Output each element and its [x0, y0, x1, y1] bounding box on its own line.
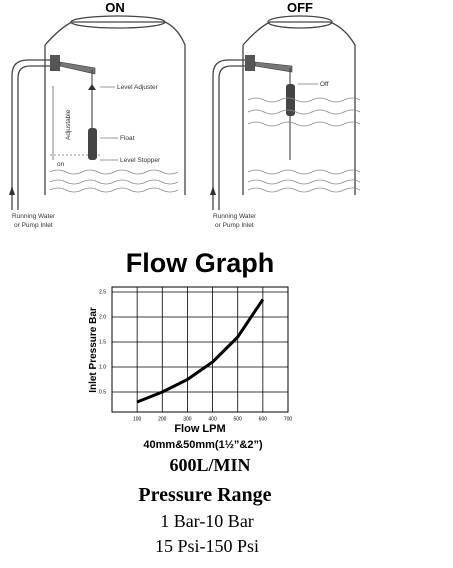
chart-title: Flow Graph: [126, 248, 275, 278]
inlet-label: or Pump Inlet: [215, 222, 254, 229]
inlet-label: Running Water: [213, 213, 257, 220]
label: Level Stopper: [120, 157, 161, 164]
y-tick-label: 2.0: [99, 314, 106, 320]
flow-rate: 600L/MIN: [170, 455, 251, 475]
label: on: [57, 161, 65, 168]
size: 40mm&50mm(1½”&2”): [143, 439, 263, 451]
pressure-title: Pressure Range: [138, 484, 271, 506]
bar-range: 1 Bar-10 Bar: [160, 511, 254, 531]
x-tick-label: 400: [208, 416, 217, 422]
inlet-label: Running Water: [12, 213, 56, 220]
psi-range: 15 Psi-150 Psi: [155, 536, 259, 556]
y-tick-label: 0.5: [99, 389, 106, 395]
label: Off: [320, 81, 329, 88]
x-tick-label: 100: [133, 416, 142, 422]
y-tick-label: 2.5: [99, 289, 106, 295]
label: Float: [120, 135, 135, 142]
label: Level Adjuster: [117, 84, 159, 91]
x-tick-label: 600: [259, 416, 268, 422]
plot-frame: [111, 286, 289, 413]
x-tick-label: 700: [284, 416, 293, 422]
flow-curve: [136, 298, 265, 404]
tank-off: [210, 15, 361, 210]
y-tick-label: 1.0: [99, 364, 106, 370]
on-title: ON: [105, 0, 125, 15]
label: Adjustable: [65, 109, 72, 140]
x-axis-label: Flow LPM: [174, 423, 225, 435]
x-tick-label: 300: [183, 416, 192, 422]
y-tick-label: 1.5: [99, 339, 106, 345]
y-axis-label: Inlet Pressure Bar: [88, 307, 99, 393]
x-tick-label: 500: [234, 416, 243, 422]
off-title: OFF: [287, 0, 313, 15]
x-tick-label: 200: [158, 416, 167, 422]
inlet-label: or Pump Inlet: [14, 222, 53, 229]
tank-on: [9, 15, 186, 210]
